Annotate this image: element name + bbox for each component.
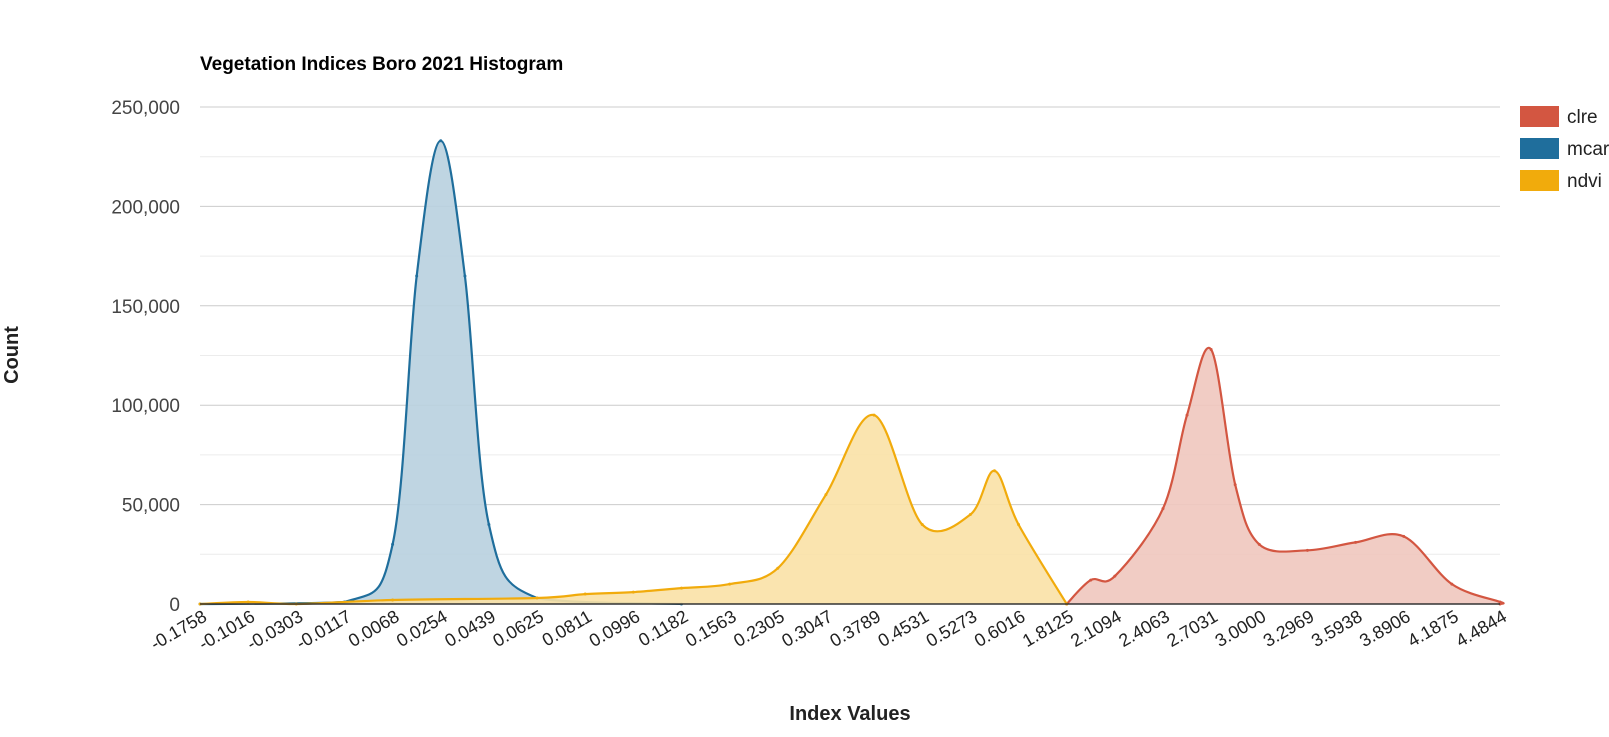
- plot-area: [198, 139, 1505, 606]
- y-tick-label: 100,000: [111, 396, 180, 417]
- legend: clre mcari ndvi: [1520, 106, 1609, 192]
- x-tick-label: 0.0625: [489, 606, 547, 651]
- x-tick-label: 3.5938: [1308, 606, 1366, 651]
- data-point-clre: [1305, 548, 1309, 552]
- x-tick-label: 2.7031: [1163, 606, 1221, 651]
- x-tick-label: 0.4531: [875, 606, 933, 651]
- data-point-mcari: [487, 522, 491, 526]
- data-point-clre: [1113, 574, 1117, 578]
- x-tick-label: 0.3047: [778, 606, 836, 651]
- x-tick-label: 3.8906: [1356, 606, 1414, 651]
- x-tick-label: 0.0254: [393, 606, 451, 651]
- data-point-mcari: [415, 274, 419, 278]
- x-axis-title: Index Values: [789, 703, 910, 725]
- data-point-ndvi: [992, 469, 996, 473]
- data-point-clre: [1257, 542, 1261, 546]
- legend-swatch-mcari: [1520, 138, 1559, 159]
- x-tick-label: 0.6016: [971, 606, 1029, 651]
- data-point-ndvi: [728, 582, 732, 586]
- x-tick-label: 4.1875: [1404, 606, 1462, 651]
- legend-label-ndvi: ndvi: [1567, 171, 1602, 192]
- data-point-clre: [1209, 348, 1213, 352]
- legend-label-clre: clre: [1567, 107, 1598, 128]
- data-point-ndvi: [583, 592, 587, 596]
- x-tick-label: 0.2305: [730, 606, 788, 651]
- data-point-ndvi: [872, 413, 876, 417]
- x-tick-label: 0.1563: [682, 606, 740, 651]
- x-tick-label: -0.0117: [293, 606, 355, 653]
- x-tick-label: 1.8125: [1019, 606, 1077, 651]
- data-point-ndvi: [776, 566, 780, 570]
- data-point-clre: [1354, 540, 1358, 544]
- series-area-clre: [1066, 347, 1504, 604]
- data-point-clre: [1089, 578, 1093, 582]
- x-tick-label: 3.2969: [1260, 606, 1318, 651]
- x-tick-label: 0.0068: [345, 606, 403, 651]
- data-point-ndvi: [1017, 522, 1021, 526]
- y-tick-label: 50,000: [122, 496, 180, 517]
- data-point-clre: [1161, 507, 1165, 511]
- data-point-ndvi: [631, 590, 635, 594]
- legend-swatch-clre: [1520, 106, 1559, 127]
- x-axis-ticks: -0.1758-0.1016-0.0303-0.01170.00680.0254…: [147, 606, 1510, 654]
- data-point-ndvi: [679, 586, 683, 590]
- x-tick-label: -0.0303: [243, 606, 306, 654]
- y-tick-label: 150,000: [111, 297, 180, 318]
- data-point-clre: [1402, 534, 1406, 538]
- legend-label-mcari: mcari: [1567, 139, 1609, 160]
- x-tick-label: 0.3789: [826, 606, 884, 651]
- y-tick-label: 0: [169, 595, 180, 616]
- y-tick-label: 250,000: [111, 98, 180, 119]
- data-point-mcari: [391, 542, 395, 546]
- data-point-clre: [1233, 483, 1237, 487]
- x-tick-label: 4.4844: [1452, 606, 1510, 651]
- data-point-ndvi: [391, 598, 395, 602]
- y-axis-ticks: 0 50,000 100,000 150,000 200,000 250,000: [111, 98, 180, 616]
- x-tick-label: 2.1094: [1067, 606, 1125, 651]
- x-tick-label: 0.0439: [441, 606, 499, 651]
- y-tick-label: 200,000: [111, 197, 180, 218]
- series-area-ndvi: [200, 414, 1067, 604]
- series-line-ndvi: [199, 413, 1068, 606]
- data-point-ndvi: [824, 493, 828, 497]
- data-point-clre: [1185, 413, 1189, 417]
- chart-title: Vegetation Indices Boro 2021 Histogram: [200, 54, 563, 75]
- legend-swatch-ndvi: [1520, 170, 1559, 191]
- data-point-ndvi: [968, 513, 972, 517]
- x-tick-label: 0.0996: [586, 606, 644, 651]
- y-axis-title: Count: [1, 326, 23, 384]
- data-point-ndvi: [920, 522, 924, 526]
- data-point-clre: [1450, 582, 1454, 586]
- data-point-ndvi: [535, 596, 539, 600]
- x-tick-label: 3.0000: [1212, 606, 1270, 651]
- data-point-mcari: [463, 274, 467, 278]
- data-point-ndvi: [246, 600, 250, 604]
- data-point-mcari: [439, 139, 443, 143]
- x-tick-label: 0.1182: [635, 606, 692, 650]
- x-tick-label: 2.4063: [1115, 606, 1173, 651]
- x-tick-label: 0.0811: [539, 606, 596, 650]
- series-area-mcari: [200, 140, 682, 605]
- x-tick-label: 0.5273: [923, 606, 981, 651]
